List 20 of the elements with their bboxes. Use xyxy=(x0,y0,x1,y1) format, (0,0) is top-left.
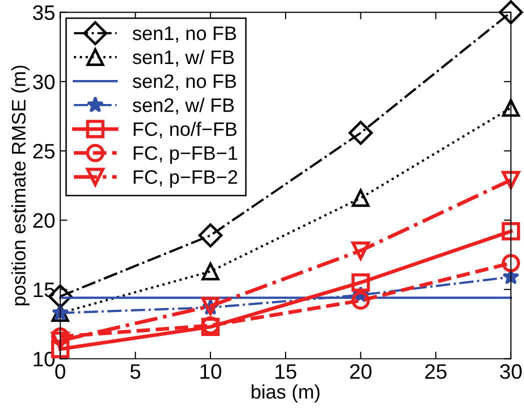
legend-label: FC, no/f−FB xyxy=(134,122,237,138)
y-tick-label: 25 xyxy=(33,144,55,159)
y-tick-label: 20 xyxy=(33,213,55,228)
y-tick-label: 35 xyxy=(33,5,55,20)
x-tick-label: 25 xyxy=(425,364,447,379)
legend-label: FC, p−FB−1 xyxy=(134,146,238,164)
x-tick-label: 30 xyxy=(500,364,522,379)
x-tick-label: 0 xyxy=(55,364,66,379)
y-axis-title: position estimate RMSE (m) xyxy=(11,66,30,306)
legend-label: sen1, w/ FB xyxy=(132,50,234,66)
x-tick-label: 20 xyxy=(350,364,372,379)
legend-label: sen1, no FB xyxy=(132,26,236,42)
x-tick-label: 15 xyxy=(276,364,296,379)
legend-label: sen2, w/ FB xyxy=(132,98,234,114)
x-tick-label: 5 xyxy=(130,364,140,379)
y-tick-label: 30 xyxy=(33,74,55,90)
x-tick-label: 10 xyxy=(200,364,222,379)
legend-label: FC, p−FB−2 xyxy=(134,170,238,188)
legend-label: sen2, no FB xyxy=(132,74,236,90)
x-axis-title: bias (m) xyxy=(252,384,320,403)
